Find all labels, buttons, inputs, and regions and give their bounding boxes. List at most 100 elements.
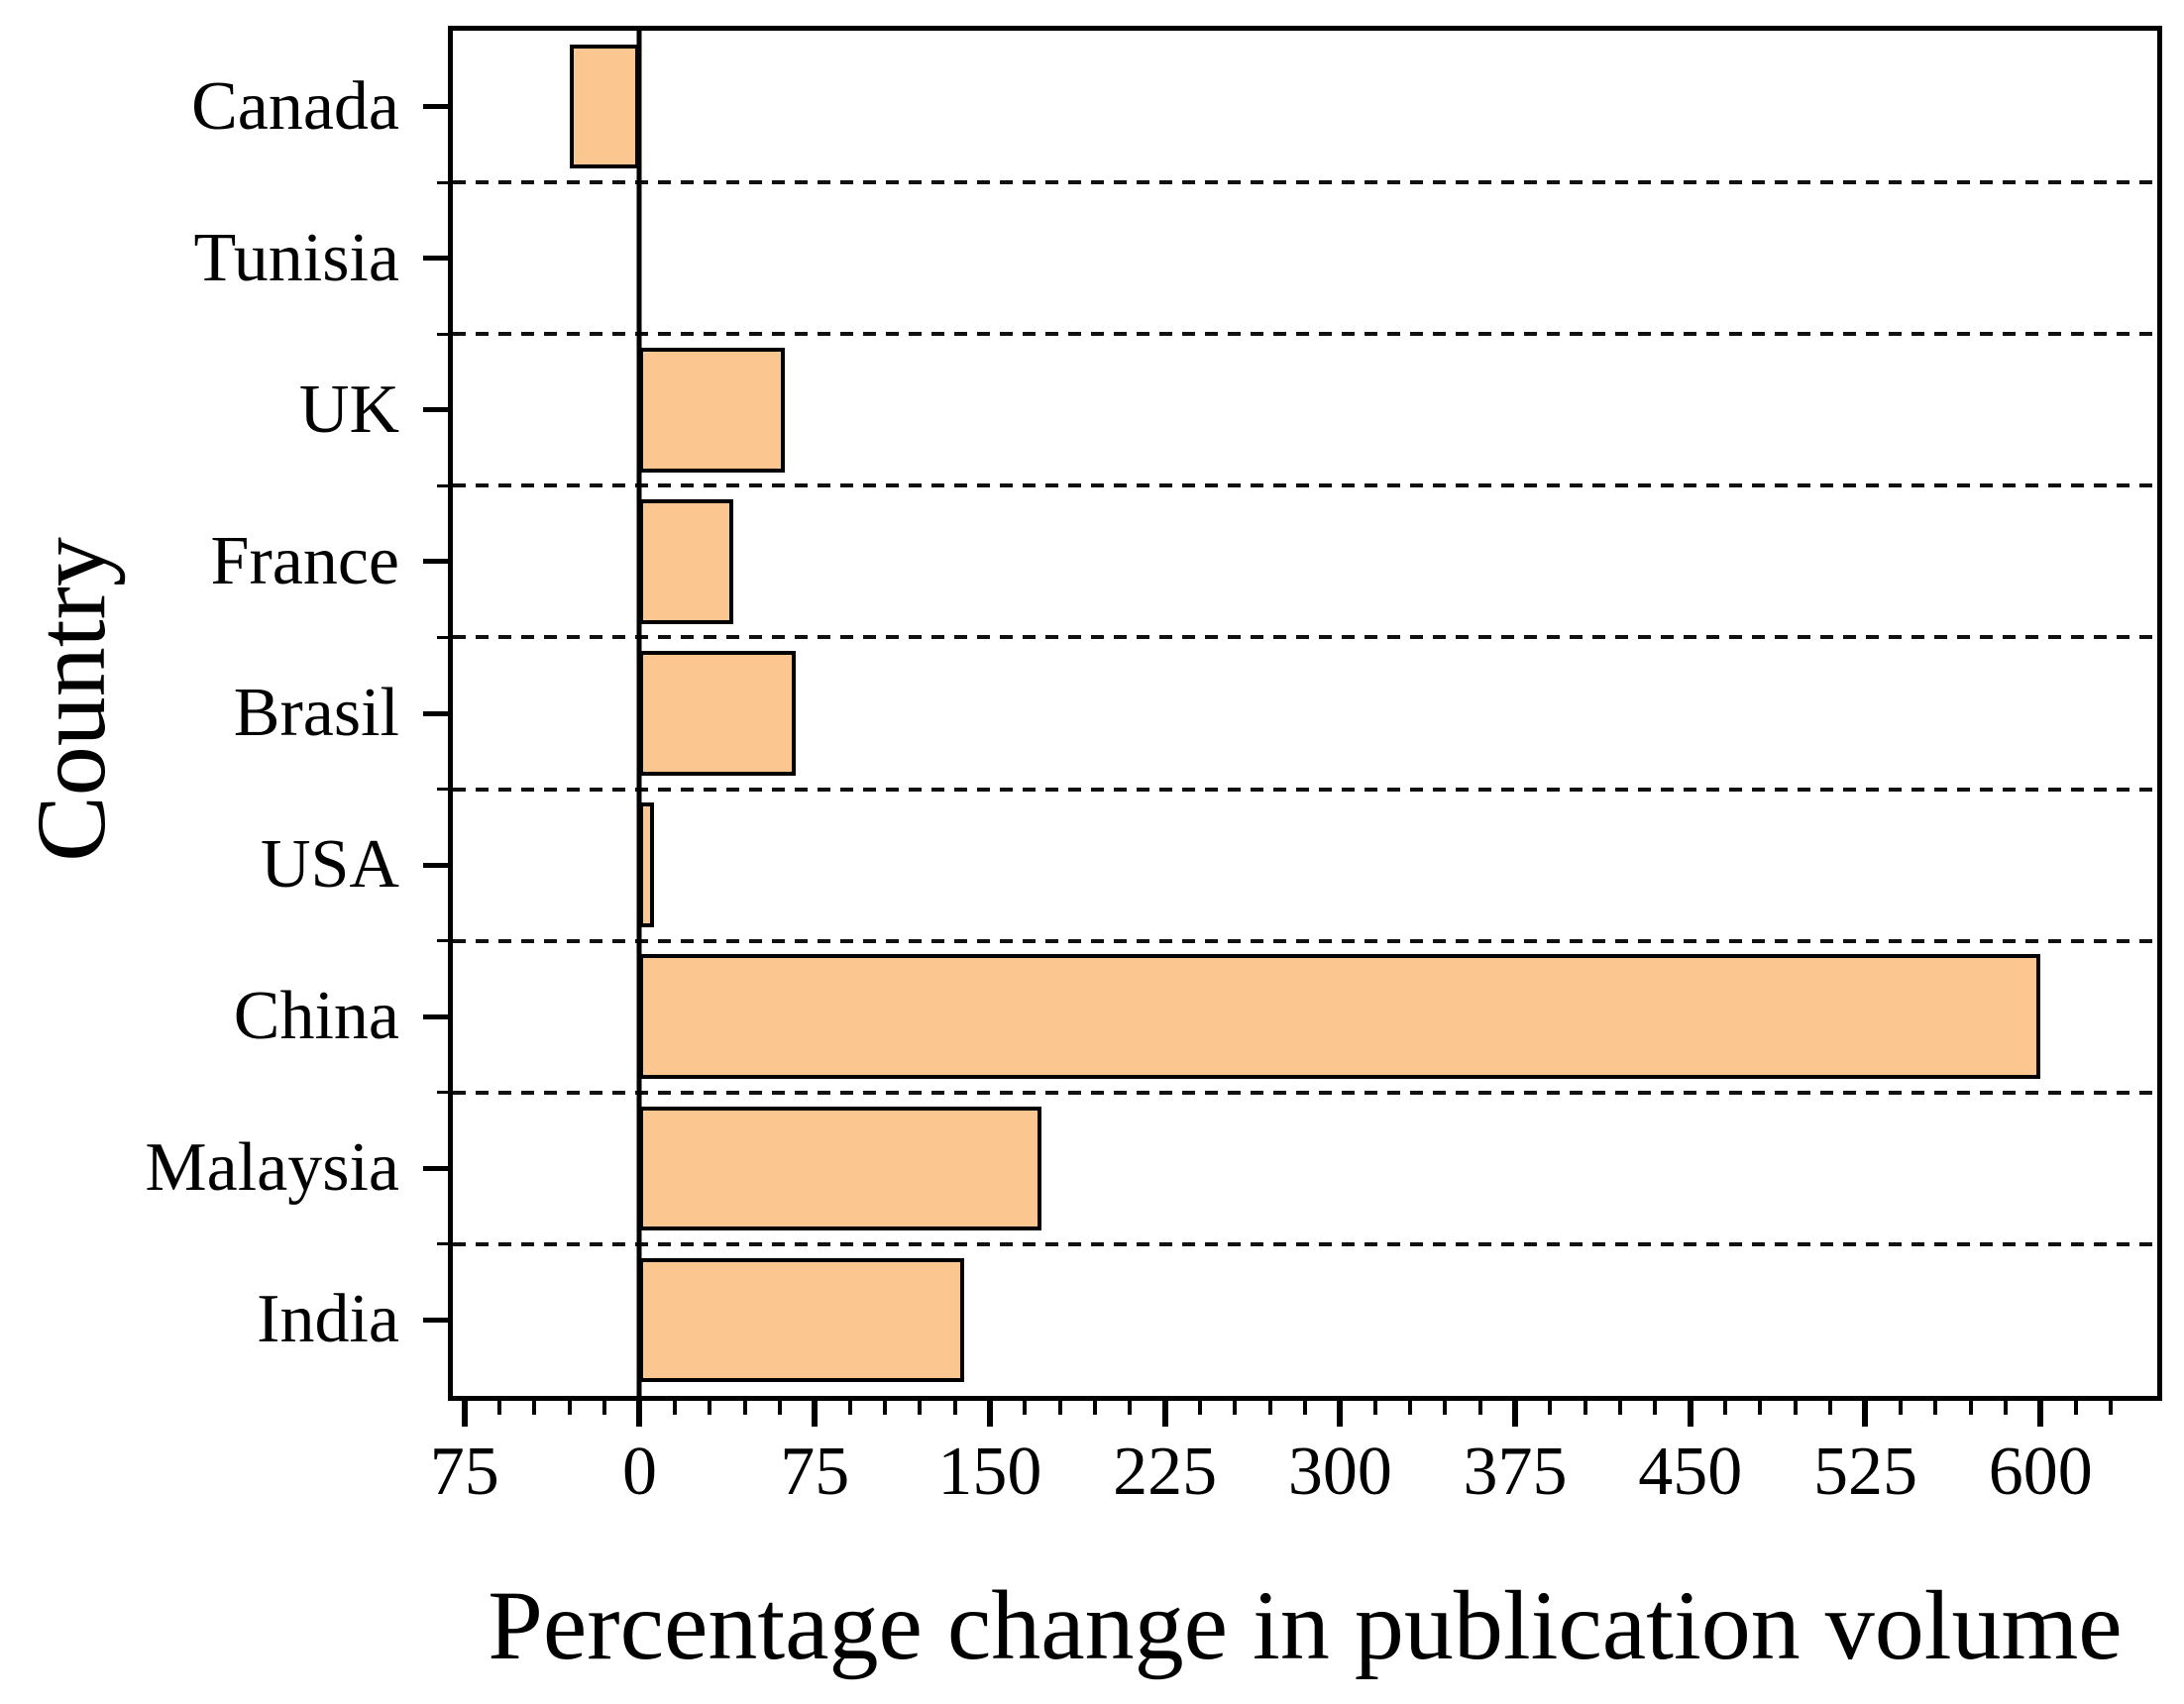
x-minor-tick (567, 1401, 572, 1415)
x-minor-tick (1267, 1401, 1272, 1415)
x-tick-label: 75 (780, 1434, 850, 1510)
x-minor-tick (1828, 1401, 1833, 1415)
x-minor-tick (497, 1401, 502, 1415)
x-major-tick (2037, 1401, 2044, 1427)
x-major-tick (461, 1401, 468, 1427)
y-category-label-china: China (233, 978, 399, 1055)
x-tick-label: 600 (1988, 1434, 2093, 1510)
x-tick-label: 525 (1812, 1434, 1917, 1510)
x-axis-title: Percentage change in publication volume (488, 1570, 2123, 1680)
y-category-label-uk: UK (298, 371, 399, 448)
y-minor-tick (437, 939, 453, 943)
y-major-tick (423, 407, 453, 413)
gridline (453, 483, 2157, 488)
x-minor-tick (742, 1401, 747, 1415)
y-category-label-france: France (210, 522, 399, 599)
gridline (453, 332, 2157, 337)
x-minor-tick (1583, 1401, 1587, 1415)
x-major-tick (636, 1401, 643, 1427)
y-minor-tick (437, 788, 453, 792)
bar-china (639, 954, 2041, 1079)
y-axis-title: Country (16, 537, 126, 862)
y-category-label-brasil: Brasil (233, 675, 399, 751)
x-minor-tick (882, 1401, 887, 1415)
gridline (453, 1241, 2157, 1246)
y-minor-tick (437, 332, 453, 336)
y-major-tick (423, 1165, 453, 1171)
gridline (453, 180, 2157, 185)
y-minor-tick (437, 483, 453, 487)
x-minor-tick (1933, 1401, 1938, 1415)
plot-area (448, 26, 2162, 1401)
y-major-tick (423, 862, 453, 868)
x-tick-label: 75 (429, 1434, 499, 1510)
x-minor-tick (1793, 1401, 1798, 1415)
y-category-label-usa: USA (260, 826, 399, 904)
x-tick-label: 300 (1287, 1434, 1392, 1510)
x-major-tick (1687, 1401, 1693, 1427)
x-minor-tick (1057, 1401, 1062, 1415)
gridline (453, 1090, 2157, 1095)
gridline (453, 787, 2157, 792)
y-minor-tick (437, 1242, 453, 1246)
x-tick-label: 0 (621, 1434, 657, 1510)
x-minor-tick (2003, 1401, 2008, 1415)
x-minor-tick (1968, 1401, 1973, 1415)
bar-india (639, 1257, 964, 1383)
x-minor-tick (1653, 1401, 1658, 1415)
y-major-tick (423, 1317, 453, 1323)
x-minor-tick (1758, 1401, 1763, 1415)
x-major-tick (986, 1401, 993, 1427)
x-major-tick (1337, 1401, 1344, 1427)
bar-uk (639, 348, 785, 473)
y-category-label-india: India (257, 1281, 399, 1358)
x-tick-label: 225 (1113, 1434, 1218, 1510)
y-minor-tick (437, 1091, 453, 1095)
gridline (453, 938, 2157, 943)
x-minor-tick (918, 1401, 923, 1415)
x-major-tick (1161, 1401, 1168, 1427)
x-major-tick (1862, 1401, 1869, 1427)
x-minor-tick (2073, 1401, 2078, 1415)
x-minor-tick (672, 1401, 677, 1415)
y-major-tick (423, 104, 453, 110)
x-major-tick (812, 1401, 819, 1427)
x-tick-label: 375 (1463, 1434, 1568, 1510)
x-minor-tick (1128, 1401, 1133, 1415)
x-minor-tick (1092, 1401, 1097, 1415)
y-major-tick (423, 1013, 453, 1019)
x-minor-tick (1023, 1401, 1028, 1415)
x-minor-tick (532, 1401, 537, 1415)
y-category-label-tunisia: Tunisia (193, 219, 399, 296)
bar-france (639, 499, 733, 624)
y-major-tick (423, 256, 453, 262)
x-minor-tick (1618, 1401, 1623, 1415)
bar-malaysia (639, 1106, 1041, 1231)
x-minor-tick (952, 1401, 957, 1415)
bar-brasil (639, 651, 797, 776)
y-category-label-canada: Canada (191, 67, 399, 145)
x-minor-tick (1197, 1401, 1202, 1415)
x-minor-tick (708, 1401, 712, 1415)
x-major-tick (1512, 1401, 1519, 1427)
gridline (453, 635, 2157, 640)
x-minor-tick (1233, 1401, 1238, 1415)
x-minor-tick (847, 1401, 852, 1415)
x-minor-tick (777, 1401, 782, 1415)
x-minor-tick (1723, 1401, 1728, 1415)
x-minor-tick (1477, 1401, 1482, 1415)
x-tick-label: 150 (937, 1434, 1042, 1510)
x-minor-tick (2108, 1401, 2113, 1415)
y-minor-tick (437, 180, 453, 184)
x-tick-label: 450 (1638, 1434, 1743, 1510)
y-category-label-malaysia: Malaysia (145, 1129, 399, 1207)
bar-canada (569, 44, 640, 169)
x-minor-tick (1443, 1401, 1448, 1415)
y-minor-tick (437, 635, 453, 639)
x-minor-tick (602, 1401, 607, 1415)
x-minor-tick (1303, 1401, 1307, 1415)
x-minor-tick (1898, 1401, 1903, 1415)
bar-usa (639, 802, 654, 927)
x-minor-tick (1372, 1401, 1377, 1415)
